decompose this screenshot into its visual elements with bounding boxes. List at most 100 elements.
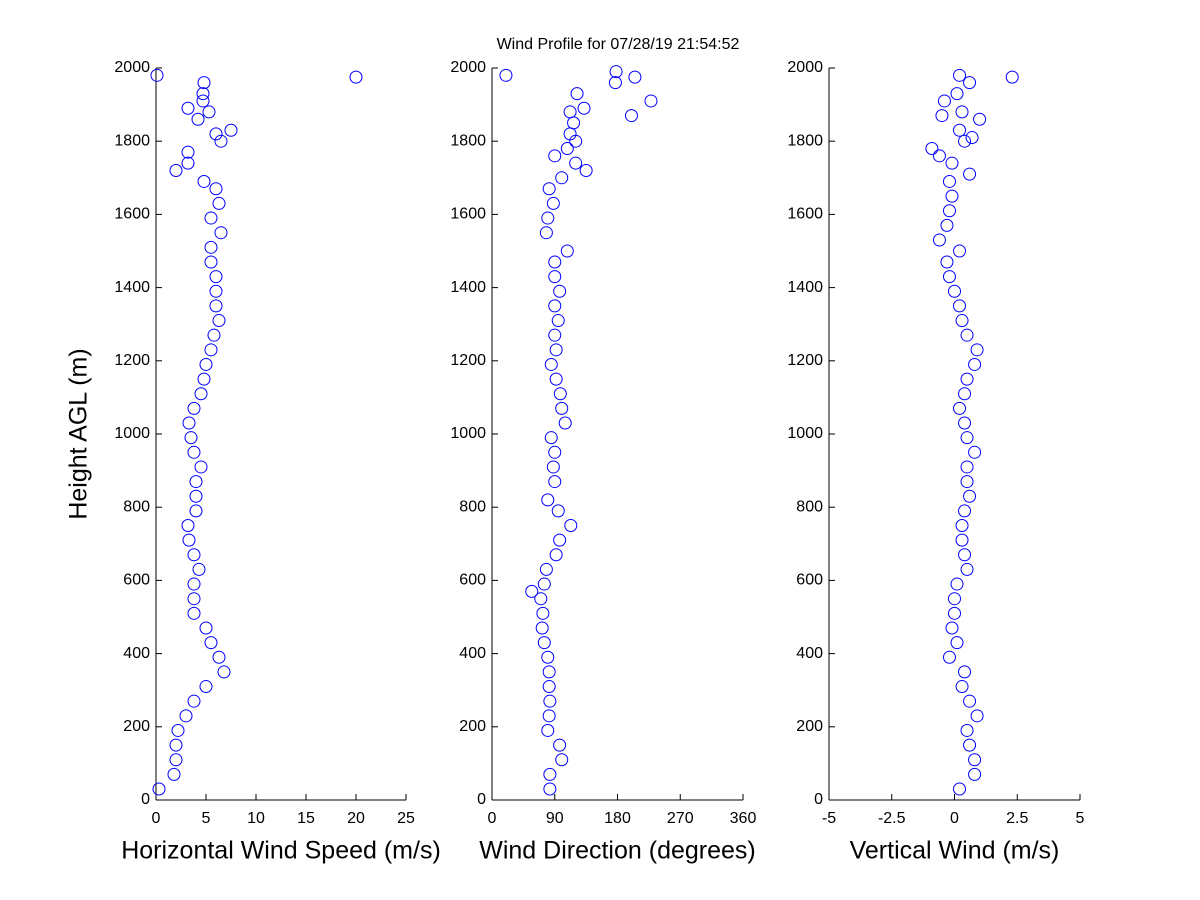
y-tick-label: 1600 <box>114 206 150 223</box>
data-point <box>958 387 972 401</box>
data-point <box>169 753 183 767</box>
data-point <box>537 636 551 650</box>
y-tick-label: 600 <box>459 572 486 589</box>
data-point <box>560 142 574 156</box>
x-tick-label: 0 <box>488 810 497 827</box>
data-point <box>624 109 638 123</box>
y-tick-label: 1800 <box>450 132 486 149</box>
data-point <box>937 94 951 108</box>
data-point <box>152 782 166 796</box>
y-tick-label: 600 <box>123 572 150 589</box>
data-point <box>184 431 198 445</box>
data-point <box>212 650 226 664</box>
data-point <box>544 357 558 371</box>
data-point <box>553 533 567 547</box>
data-point <box>963 76 977 90</box>
data-point <box>940 218 954 232</box>
y-tick-label: 600 <box>796 572 823 589</box>
data-point <box>167 767 181 781</box>
data-point <box>553 284 567 298</box>
data-point <box>973 112 987 126</box>
data-point <box>958 548 972 562</box>
data-point <box>1005 70 1019 84</box>
data-point <box>187 694 201 708</box>
data-point <box>209 127 223 141</box>
data-point <box>548 445 562 459</box>
data-point <box>209 299 223 313</box>
y-tick-label: 1200 <box>114 352 150 369</box>
x-axis-label: Horizontal Wind Speed (m/s) <box>121 837 441 865</box>
data-point <box>214 134 228 148</box>
data-point <box>548 328 562 342</box>
data-point <box>204 343 218 357</box>
data-point <box>608 76 622 90</box>
data-point <box>960 372 974 386</box>
x-tick-label: 360 <box>730 810 757 827</box>
data-point <box>542 182 556 196</box>
data-point <box>945 621 959 635</box>
data-point <box>948 592 961 606</box>
data-point <box>544 431 558 445</box>
data-point <box>541 723 555 737</box>
x-tick-label: 5 <box>1076 810 1085 827</box>
data-point <box>191 112 205 126</box>
y-tick-label: 1600 <box>787 206 823 223</box>
data-point <box>579 163 593 177</box>
x-tick-label: 25 <box>397 810 415 827</box>
data-point <box>181 156 195 170</box>
data-point <box>955 519 969 532</box>
y-tick-label: 1000 <box>114 425 150 442</box>
data-point <box>542 665 556 679</box>
data-point <box>543 767 557 781</box>
data-point <box>970 709 984 723</box>
data-point <box>181 145 195 159</box>
data-point <box>189 489 203 503</box>
data-point <box>950 636 964 650</box>
data-point <box>192 562 206 576</box>
data-point <box>187 401 201 415</box>
data-point <box>187 548 201 562</box>
data-point <box>960 562 974 576</box>
data-point <box>955 680 969 694</box>
y-tick-label: 1600 <box>450 206 486 223</box>
data-point <box>555 753 569 767</box>
data-point <box>555 401 569 415</box>
y-tick-label: 1400 <box>114 279 150 296</box>
y-tick-label: 1200 <box>450 352 486 369</box>
data-point <box>536 606 550 620</box>
data-point <box>202 105 216 119</box>
data-point <box>551 314 565 328</box>
data-point <box>948 606 961 620</box>
x-tick-label: 2.5 <box>1006 810 1028 827</box>
y-tick-label: 1400 <box>450 279 486 296</box>
data-point <box>546 460 560 474</box>
data-point <box>189 504 203 518</box>
data-point <box>555 171 569 185</box>
data-point <box>525 584 539 598</box>
data-point <box>563 105 577 119</box>
data-point <box>196 94 210 108</box>
data-point <box>553 387 567 401</box>
data-point <box>963 167 977 181</box>
data-point <box>194 460 208 474</box>
y-tick-label: 0 <box>477 791 486 808</box>
data-point <box>543 782 557 796</box>
y-tick-label: 1000 <box>450 425 486 442</box>
y-tick-label: 200 <box>796 718 823 735</box>
data-point <box>187 606 201 620</box>
data-point <box>942 270 956 284</box>
data-point <box>567 116 581 130</box>
y-tick-label: 400 <box>123 645 150 662</box>
data-point <box>548 299 562 313</box>
data-point <box>541 650 555 664</box>
data-point <box>955 533 969 547</box>
data-point <box>942 650 956 664</box>
data-point <box>925 142 939 156</box>
data-point <box>569 156 583 170</box>
data-point <box>953 244 967 258</box>
data-point <box>171 723 185 737</box>
data-point <box>549 548 563 562</box>
data-point <box>942 174 956 188</box>
data-point <box>209 284 223 298</box>
